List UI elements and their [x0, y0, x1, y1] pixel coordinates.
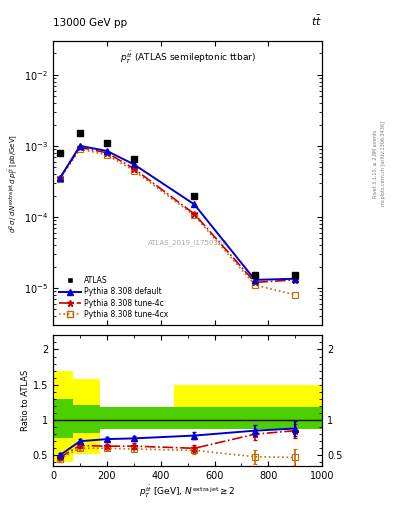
Text: ATLAS_2019_I1750330: ATLAS_2019_I1750330 [148, 239, 228, 246]
Text: Rivet 3.1.10, ≥ 2.8M events: Rivet 3.1.10, ≥ 2.8M events [373, 130, 378, 198]
Text: $t\bar{t}$: $t\bar{t}$ [311, 14, 322, 28]
Y-axis label: $d^2\sigma\,/\,d\,N^{\rm extra\,jet}\,d\,p_T^{t\bar{t}}$ [pb/GeV]: $d^2\sigma\,/\,d\,N^{\rm extra\,jet}\,d\… [7, 134, 21, 232]
Text: $p_T^{t\bar{t}}$ (ATLAS semileptonic ttbar): $p_T^{t\bar{t}}$ (ATLAS semileptonic ttb… [119, 50, 256, 66]
Text: mcplots.cern.ch [arXiv:1306.3436]: mcplots.cern.ch [arXiv:1306.3436] [381, 121, 386, 206]
Text: 13000 GeV pp: 13000 GeV pp [53, 18, 127, 28]
Legend: ATLAS, Pythia 8.308 default, Pythia 8.308 tune-4c, Pythia 8.308 tune-4cx: ATLAS, Pythia 8.308 default, Pythia 8.30… [57, 274, 170, 322]
X-axis label: $p_T^{t\bar{t}}$ [GeV], $N^{\rm extra\,jet} \geq 2$: $p_T^{t\bar{t}}$ [GeV], $N^{\rm extra\,j… [139, 483, 236, 500]
Y-axis label: Ratio to ATLAS: Ratio to ATLAS [21, 370, 30, 431]
